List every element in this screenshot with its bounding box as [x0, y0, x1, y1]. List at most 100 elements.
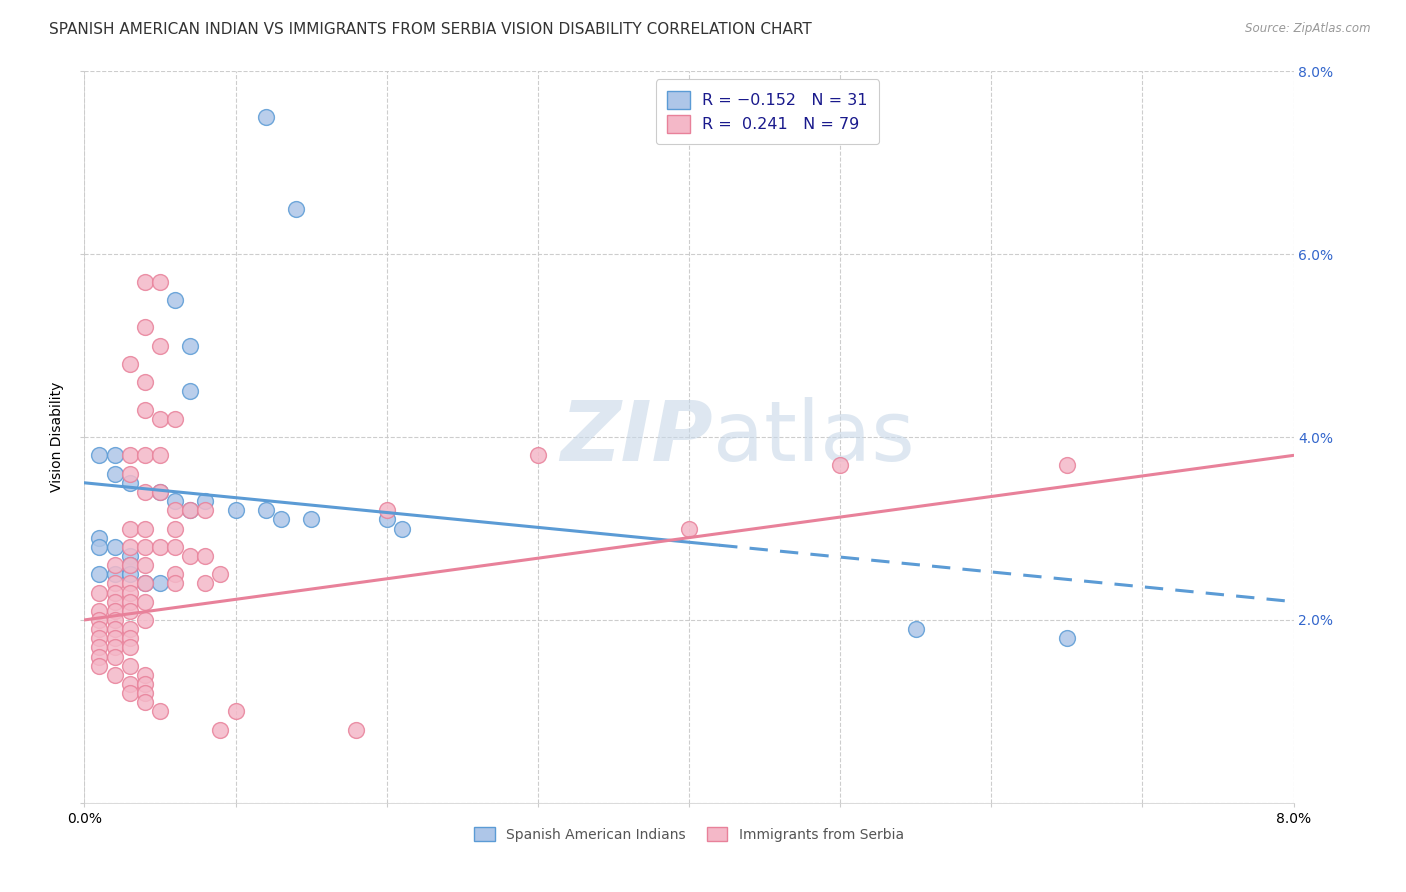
Point: [149, 449, 172, 463]
Point: [149, 576, 172, 591]
Point: [194, 503, 217, 517]
Legend: Spanish American Indians, Immigrants from Serbia: Spanish American Indians, Immigrants fro…: [468, 822, 910, 847]
Point: [270, 512, 292, 526]
Point: [149, 540, 172, 554]
Point: [179, 384, 201, 399]
Point: [118, 595, 141, 609]
Point: [149, 485, 172, 500]
Point: [89, 622, 111, 636]
Point: [375, 512, 398, 526]
Point: [830, 458, 852, 472]
Point: [1056, 458, 1078, 472]
Point: [149, 338, 172, 352]
Point: [89, 640, 111, 655]
Point: [104, 595, 127, 609]
Point: [104, 576, 127, 591]
Point: [149, 412, 172, 426]
Text: ZIP: ZIP: [561, 397, 713, 477]
Point: [89, 632, 111, 646]
Point: [89, 613, 111, 627]
Point: [149, 275, 172, 289]
Point: [254, 503, 277, 517]
Point: [118, 558, 141, 573]
Point: [678, 521, 700, 535]
Point: [104, 604, 127, 618]
Point: [1056, 632, 1078, 646]
Point: [104, 540, 127, 554]
Point: [89, 585, 111, 599]
Point: [118, 549, 141, 563]
Point: [134, 595, 156, 609]
Point: [89, 449, 111, 463]
Point: [134, 540, 156, 554]
Point: [89, 531, 111, 545]
Point: [134, 402, 156, 417]
Point: [118, 632, 141, 646]
Point: [118, 576, 141, 591]
Point: [118, 449, 141, 463]
Point: [89, 658, 111, 673]
Point: [104, 585, 127, 599]
Point: [118, 540, 141, 554]
Point: [391, 521, 413, 535]
Y-axis label: Vision Disability: Vision Disability: [51, 382, 65, 492]
Point: [118, 467, 141, 481]
Point: [225, 705, 247, 719]
Point: [104, 667, 127, 681]
Point: [104, 449, 127, 463]
Point: [165, 540, 187, 554]
Point: [118, 475, 141, 490]
Point: [89, 604, 111, 618]
Point: [134, 576, 156, 591]
Point: [527, 449, 550, 463]
Point: [149, 705, 172, 719]
Point: [904, 622, 927, 636]
Point: [225, 503, 247, 517]
Point: [179, 503, 201, 517]
Point: [165, 503, 187, 517]
Point: [165, 567, 187, 582]
Text: atlas: atlas: [713, 397, 915, 477]
Point: [165, 293, 187, 307]
Point: [165, 412, 187, 426]
Point: [346, 723, 368, 737]
Point: [118, 677, 141, 691]
Point: [165, 576, 187, 591]
Point: [134, 613, 156, 627]
Point: [134, 376, 156, 390]
Point: [149, 485, 172, 500]
Point: [89, 649, 111, 664]
Point: [118, 567, 141, 582]
Point: [118, 640, 141, 655]
Point: [104, 467, 127, 481]
Point: [134, 558, 156, 573]
Point: [104, 613, 127, 627]
Point: [104, 622, 127, 636]
Point: [134, 576, 156, 591]
Point: [134, 320, 156, 334]
Point: [118, 658, 141, 673]
Point: [134, 667, 156, 681]
Point: [89, 540, 111, 554]
Point: [194, 576, 217, 591]
Point: [134, 485, 156, 500]
Point: [104, 558, 127, 573]
Point: [118, 622, 141, 636]
Point: [134, 275, 156, 289]
Point: [89, 567, 111, 582]
Point: [299, 512, 322, 526]
Point: [104, 640, 127, 655]
Point: [118, 357, 141, 371]
Point: [254, 110, 277, 124]
Point: [118, 558, 141, 573]
Point: [134, 449, 156, 463]
Point: [194, 494, 217, 508]
Point: [118, 686, 141, 700]
Point: [375, 503, 398, 517]
Point: [179, 503, 201, 517]
Point: [285, 202, 308, 216]
Point: [118, 521, 141, 535]
Point: [118, 604, 141, 618]
Point: [209, 723, 232, 737]
Point: [134, 686, 156, 700]
